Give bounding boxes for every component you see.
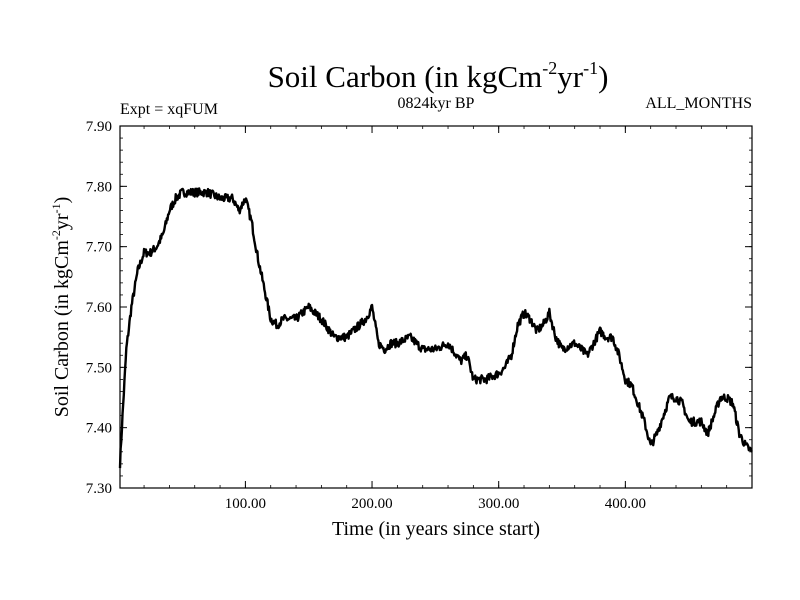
y-tick-label: 7.90 xyxy=(86,119,112,135)
y-axis-label: Soil Carbon (in kgCm-2yr-1) xyxy=(49,197,73,418)
x-tick-label: 100.00 xyxy=(225,496,266,512)
subtitle-experiment: Expt = xqFUM xyxy=(120,101,218,118)
y-tick-label: 7.40 xyxy=(86,421,112,437)
y-tick-label: 7.70 xyxy=(86,240,112,256)
x-axis-label: Time (in years since start) xyxy=(332,518,540,540)
x-tick-label: 400.00 xyxy=(605,496,646,512)
y-tick-label: 7.60 xyxy=(86,300,112,316)
x-tick-label: 200.00 xyxy=(351,496,392,512)
x-axis: 100.00 200.00 300.00 400.00 xyxy=(143,126,728,512)
series-line xyxy=(118,187,753,469)
series-layer xyxy=(118,187,753,469)
subtitle-period: 0824kyr BP xyxy=(398,95,475,112)
y-tick-label: 7.50 xyxy=(86,360,112,376)
x-tick-label: 300.00 xyxy=(478,496,519,512)
y-tick-label: 7.30 xyxy=(86,481,112,497)
chart-title: Soil Carbon (in kgCm-2yr-1) xyxy=(268,58,609,94)
y-tick-label: 7.80 xyxy=(86,179,112,195)
subtitle-months: ALL_MONTHS xyxy=(645,95,752,112)
